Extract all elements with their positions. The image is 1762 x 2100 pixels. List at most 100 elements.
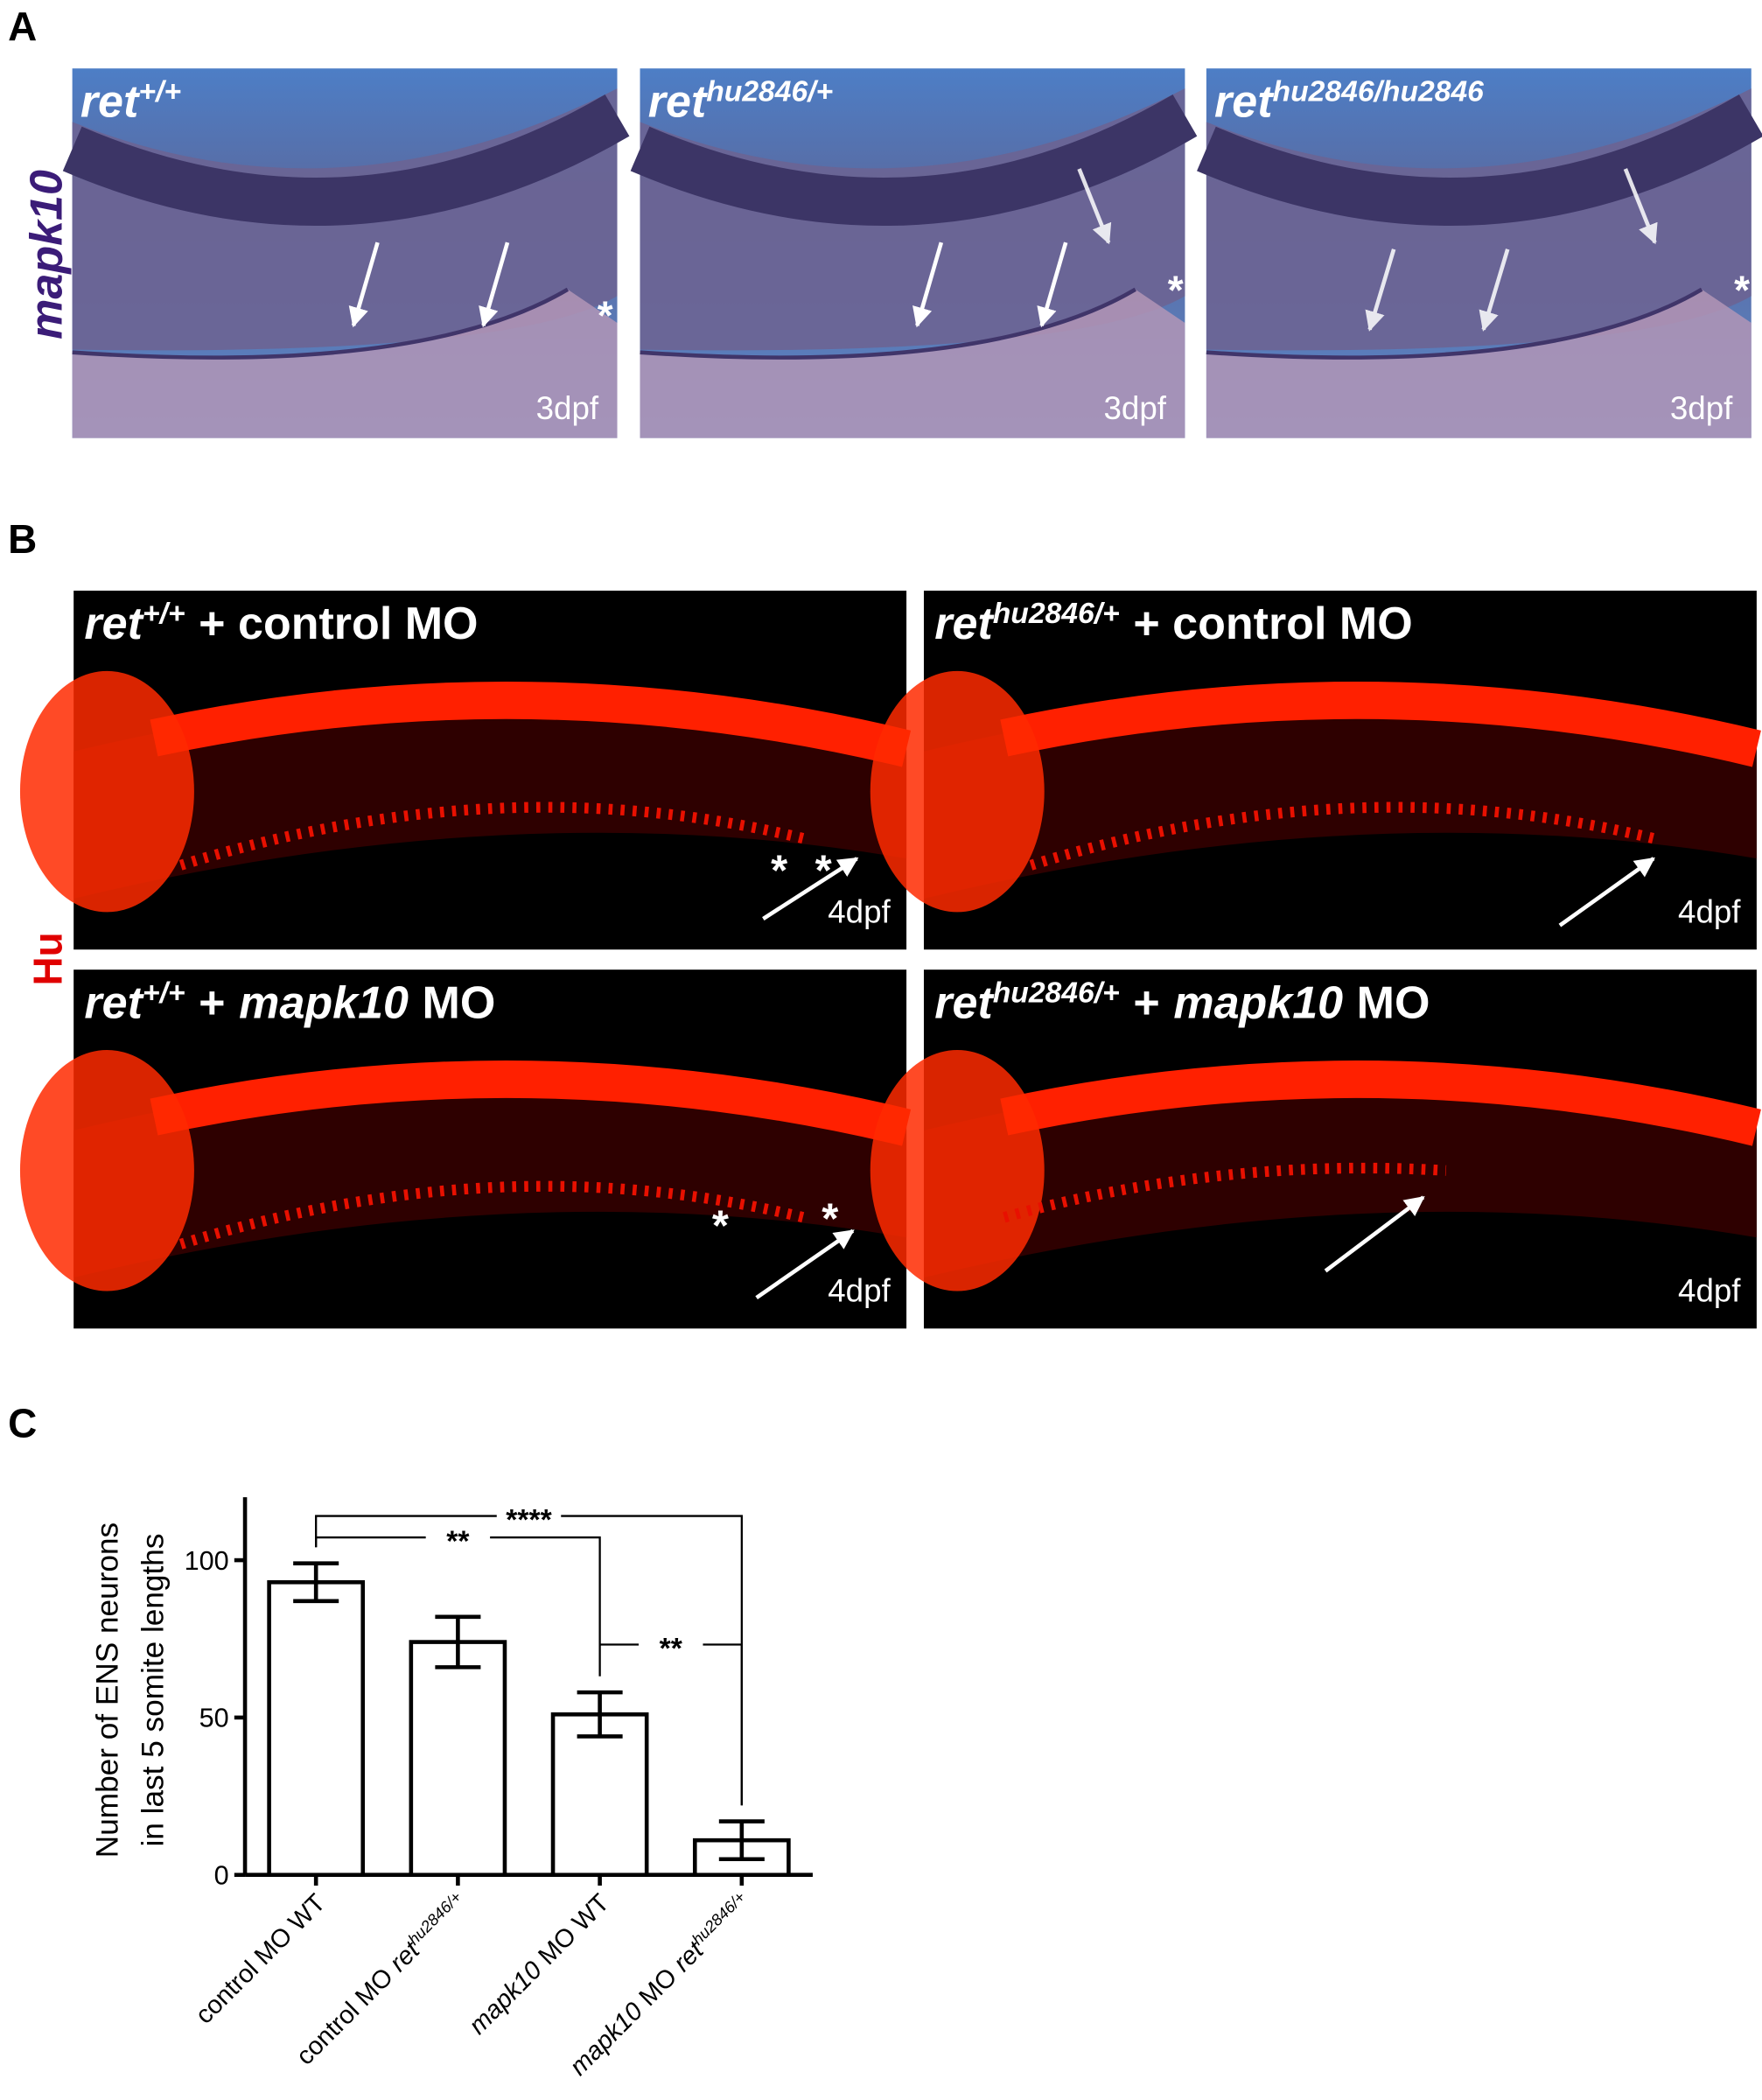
error-bar [293, 1561, 339, 1604]
genotype-label: rethu2846/hu2846 [1214, 75, 1484, 128]
head [19, 670, 194, 913]
enteric-neurons [178, 1180, 805, 1250]
label-backdrop [638, 1634, 703, 1653]
enteric-neurons [1029, 802, 1655, 871]
gut-lining [72, 287, 570, 360]
genotype-label: rethu2846/+ + control MO [934, 598, 1412, 650]
stage-label: 4dpf [828, 894, 891, 930]
asterisk: * [822, 1196, 839, 1243]
asterisk: * [771, 848, 788, 895]
genotype-label: rethu2846/+ [648, 75, 834, 128]
text-segment: ret [84, 977, 144, 1028]
text-segment: hu2846/+ [688, 1887, 749, 1949]
text-segment: +/+ [143, 598, 185, 630]
side-label: mapk10 [21, 170, 72, 340]
bar [409, 1640, 507, 1878]
genotype-label: ret+/+ + mapk10 MO [84, 976, 495, 1029]
head [19, 1050, 194, 1292]
spinal-cord [1000, 1060, 1761, 1146]
arrow [1558, 857, 1655, 928]
fluorescence-image: rethu2846/+ + control MO*4dpf [771, 591, 1761, 950]
label-backdrop [496, 1505, 562, 1524]
stain-image: rethu2846/+ 3dpf * [630, 68, 1198, 438]
text-segment: + control MO [1133, 598, 1412, 649]
text-segment: hu2846/+ [706, 75, 833, 108]
stage-label: 3dpf [1670, 390, 1733, 426]
gut-lining [1206, 287, 1703, 360]
text-segment: MO WT [533, 1889, 615, 1971]
asterisk: * [1168, 268, 1184, 313]
text-segment: +/+ [138, 75, 181, 108]
spinal-cord [150, 681, 912, 767]
asterisk: * [1734, 268, 1750, 313]
text-segment: MO [634, 1963, 683, 2012]
y-tick-label: 50 [199, 1704, 229, 1733]
asterisk: * [598, 293, 613, 339]
enteric-neurons [178, 802, 805, 871]
genotype-label: rethu2846/+ + mapk10 MO [934, 976, 1430, 1029]
error-bar [435, 1614, 481, 1670]
side-label: Hu [24, 932, 70, 985]
spinal-cord [150, 1060, 912, 1146]
error-bar [577, 1690, 623, 1739]
asterisk: * [815, 848, 833, 895]
text-segment: mapk10 [239, 977, 409, 1028]
y-axis-label: Number of ENS neurons [91, 1522, 125, 1858]
text-segment: + control MO [199, 598, 478, 649]
gut-lining [640, 287, 1136, 360]
y-axis-label: in last 5 somite lengths [136, 1534, 171, 1847]
arrow [912, 242, 944, 328]
x-tick-label: mapk10MO WT [464, 1889, 615, 2040]
neural-tube [1197, 94, 1762, 226]
panel-label: C [8, 1400, 37, 1446]
bar-chart: Number of ENS neurons in last 5 somite le… [91, 1497, 813, 2081]
text-segment: hu2846/+ [404, 1887, 465, 1949]
text-segment: MO [1357, 977, 1430, 1028]
arrow [348, 242, 380, 328]
bar [550, 1712, 649, 1878]
text-segment: +/+ [143, 976, 185, 1009]
x-tick-label: control MO WT [191, 1889, 332, 2030]
stage-label: 3dpf [536, 390, 599, 426]
stage-label: 4dpf [1678, 1273, 1741, 1309]
stain-image: rethu2846/hu2846 3dpf * [1197, 68, 1762, 438]
significance-label: ** [446, 1525, 470, 1558]
trunk-glow [923, 1074, 1757, 1278]
enteric-neurons [1003, 1162, 1447, 1223]
text-segment: control MO WT [191, 1889, 332, 2030]
text-segment: hu2846/+ [993, 598, 1120, 630]
label-backdrop [425, 1526, 491, 1546]
genotype-label: ret+/+ + control MO [84, 598, 478, 650]
fluorescence-image: rethu2846/+ + mapk10 MO * 4dpf [712, 970, 1761, 1329]
fluorescence-image: ret+/+ + control MO*4dpf [19, 591, 912, 950]
text-segment: ret [648, 76, 709, 127]
panel-label: B [8, 516, 37, 562]
trunk-glow [923, 696, 1757, 900]
significance-label: **** [506, 1504, 552, 1536]
stage-label: 3dpf [1104, 390, 1167, 426]
arrow [1623, 168, 1658, 245]
y-tick-label: 100 [185, 1546, 229, 1576]
text-segment: control MO [291, 1963, 399, 2070]
neural-tube [62, 94, 630, 226]
text-segment: mapk10 [464, 1956, 548, 2040]
text-segment: hu2846/+ [993, 976, 1120, 1009]
text-segment: mapk10 [1173, 977, 1343, 1028]
text-segment: + [1133, 977, 1159, 1028]
arrow [762, 857, 859, 920]
spinal-cord [1000, 681, 1761, 767]
text-segment: ret [934, 977, 995, 1028]
text-segment: ret [1214, 76, 1275, 127]
stain-image: ret+/+ 3dpf * [62, 68, 653, 438]
trunk-glow [73, 1074, 907, 1278]
arrow [1037, 242, 1068, 328]
head [870, 670, 1045, 913]
arrow [1324, 1195, 1425, 1273]
text-segment: MO [423, 977, 496, 1028]
significance-label: ** [660, 1633, 683, 1665]
head [870, 1050, 1045, 1292]
arrow [1365, 248, 1396, 332]
text-segment: ret [84, 598, 144, 649]
